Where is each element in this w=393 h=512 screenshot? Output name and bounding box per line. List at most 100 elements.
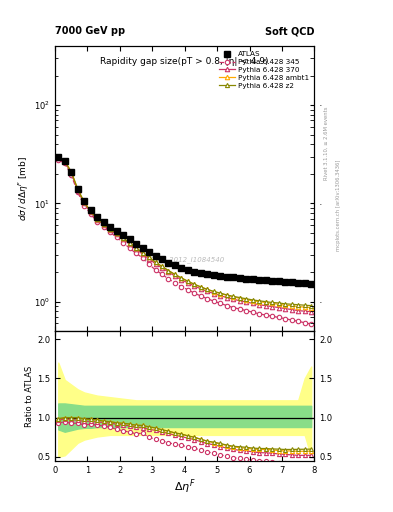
- Pythia 6.428 345: [185, 287, 190, 293]
- Pythia 6.428 ambt1: [147, 254, 151, 261]
- ATLAS: [231, 274, 236, 280]
- Pythia 6.428 z2: [257, 297, 262, 304]
- ATLAS: [263, 277, 268, 283]
- Pythia 6.428 z2: [101, 221, 106, 227]
- Pythia 6.428 370: [296, 308, 301, 314]
- ATLAS: [309, 281, 314, 287]
- Pythia 6.428 345: [263, 312, 268, 318]
- Pythia 6.428 ambt1: [257, 298, 262, 305]
- Pythia 6.428 370: [283, 306, 288, 312]
- Pythia 6.428 345: [69, 172, 73, 178]
- Pythia 6.428 370: [56, 155, 61, 161]
- Pythia 6.428 ambt1: [283, 302, 288, 308]
- Pythia 6.428 z2: [244, 295, 249, 302]
- Pythia 6.428 370: [153, 261, 158, 267]
- Pythia 6.428 370: [244, 299, 249, 305]
- Pythia 6.428 370: [309, 309, 314, 315]
- Pythia 6.428 ambt1: [134, 245, 138, 251]
- ATLAS: [121, 231, 125, 238]
- Pythia 6.428 370: [263, 303, 268, 309]
- Line: ATLAS: ATLAS: [55, 154, 314, 287]
- Pythia 6.428 ambt1: [121, 235, 125, 241]
- Pythia 6.428 z2: [88, 208, 93, 215]
- Pythia 6.428 ambt1: [88, 208, 93, 215]
- Pythia 6.428 ambt1: [250, 297, 255, 304]
- ATLAS: [185, 267, 190, 273]
- Pythia 6.428 ambt1: [224, 292, 229, 298]
- Pythia 6.428 z2: [231, 293, 236, 300]
- Pythia 6.428 370: [289, 307, 294, 313]
- Pythia 6.428 345: [62, 160, 67, 166]
- Pythia 6.428 ambt1: [101, 221, 106, 227]
- Pythia 6.428 z2: [192, 281, 197, 287]
- Pythia 6.428 345: [56, 157, 61, 163]
- Pythia 6.428 370: [127, 241, 132, 247]
- Pythia 6.428 z2: [185, 278, 190, 284]
- Pythia 6.428 345: [160, 271, 164, 278]
- ATLAS: [160, 256, 164, 262]
- Pythia 6.428 370: [276, 305, 281, 311]
- ATLAS: [179, 265, 184, 271]
- Pythia 6.428 345: [283, 315, 288, 322]
- Pythia 6.428 345: [95, 219, 99, 225]
- Pythia 6.428 ambt1: [160, 263, 164, 269]
- Pythia 6.428 370: [62, 159, 67, 165]
- Pythia 6.428 ambt1: [192, 281, 197, 287]
- Pythia 6.428 370: [160, 265, 164, 271]
- Pythia 6.428 z2: [250, 297, 255, 303]
- Pythia 6.428 z2: [302, 302, 307, 308]
- ATLAS: [108, 224, 112, 230]
- Pythia 6.428 370: [192, 283, 197, 289]
- Pythia 6.428 345: [296, 318, 301, 325]
- Pythia 6.428 370: [237, 297, 242, 304]
- Pythia 6.428 345: [211, 298, 216, 304]
- Pythia 6.428 z2: [134, 245, 138, 251]
- Pythia 6.428 370: [134, 246, 138, 252]
- ATLAS: [283, 279, 288, 285]
- Pythia 6.428 370: [270, 304, 275, 310]
- Pythia 6.428 370: [218, 292, 223, 298]
- Text: Rapidity gap size(pT > 0.8, |η| < 4.9): Rapidity gap size(pT > 0.8, |η| < 4.9): [101, 57, 269, 67]
- Pythia 6.428 370: [198, 286, 203, 292]
- Pythia 6.428 345: [75, 189, 80, 195]
- Pythia 6.428 z2: [276, 300, 281, 306]
- Pythia 6.428 z2: [296, 302, 301, 308]
- Pythia 6.428 z2: [179, 275, 184, 281]
- Pythia 6.428 ambt1: [95, 216, 99, 222]
- ATLAS: [244, 275, 249, 282]
- Pythia 6.428 z2: [140, 250, 145, 256]
- ATLAS: [56, 154, 61, 160]
- Pythia 6.428 370: [88, 209, 93, 216]
- Pythia 6.428 345: [276, 314, 281, 321]
- ATLAS: [75, 186, 80, 192]
- Pythia 6.428 z2: [62, 158, 67, 164]
- Pythia 6.428 z2: [224, 292, 229, 298]
- Pythia 6.428 ambt1: [276, 301, 281, 307]
- Text: ATLAS_2012_I1084540: ATLAS_2012_I1084540: [145, 257, 225, 263]
- Pythia 6.428 370: [108, 227, 112, 233]
- Pythia 6.428 345: [140, 254, 145, 261]
- Pythia 6.428 370: [185, 280, 190, 286]
- Pythia 6.428 345: [289, 317, 294, 323]
- Pythia 6.428 345: [108, 229, 112, 235]
- Pythia 6.428 345: [231, 305, 236, 311]
- ATLAS: [95, 215, 99, 221]
- ATLAS: [276, 278, 281, 284]
- Pythia 6.428 345: [270, 313, 275, 319]
- Pythia 6.428 345: [127, 245, 132, 251]
- Pythia 6.428 370: [82, 200, 86, 206]
- ATLAS: [257, 276, 262, 283]
- Line: Pythia 6.428 345: Pythia 6.428 345: [56, 157, 313, 326]
- Pythia 6.428 345: [302, 319, 307, 326]
- X-axis label: $\Delta\eta^F$: $\Delta\eta^F$: [174, 477, 196, 496]
- Pythia 6.428 z2: [166, 268, 171, 274]
- Pythia 6.428 345: [88, 211, 93, 217]
- Pythia 6.428 ambt1: [289, 303, 294, 309]
- ATLAS: [88, 207, 93, 214]
- Pythia 6.428 z2: [114, 230, 119, 237]
- Pythia 6.428 ambt1: [108, 226, 112, 232]
- Pythia 6.428 ambt1: [166, 268, 171, 274]
- Pythia 6.428 370: [173, 273, 177, 279]
- Pythia 6.428 z2: [95, 216, 99, 222]
- Pythia 6.428 345: [218, 301, 223, 307]
